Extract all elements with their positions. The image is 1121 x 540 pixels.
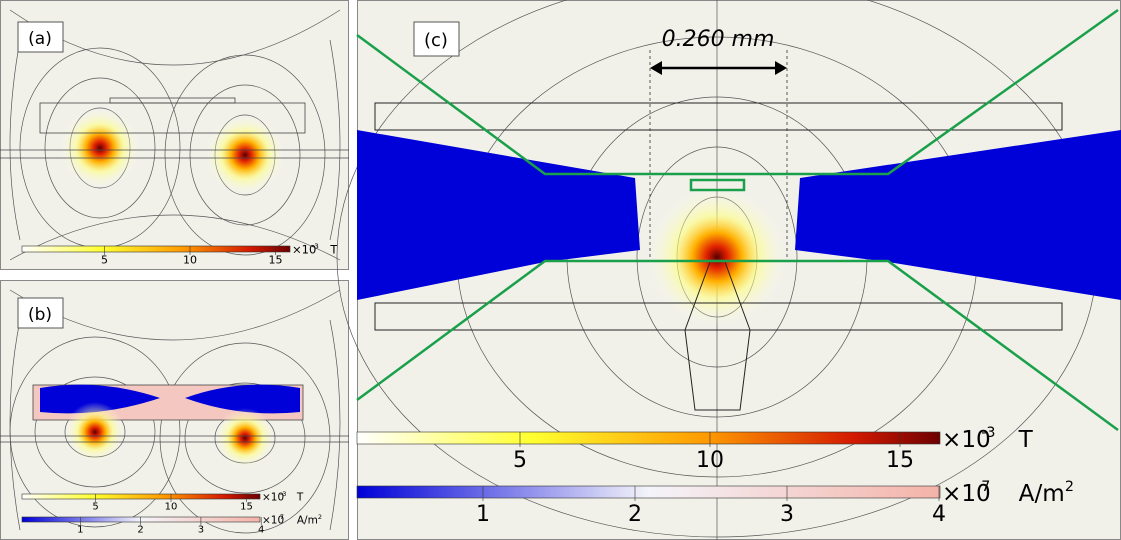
colorbar-gradient xyxy=(21,493,261,500)
current-region xyxy=(40,384,160,414)
panel-b: (b) 5 10 15×10-3 T 1 2 3 4×107 A/m 2 xyxy=(0,280,349,540)
colorbar-multiplier: ×10 xyxy=(942,481,991,507)
hot-spot xyxy=(647,187,787,327)
colorbar-unit: T xyxy=(296,492,304,504)
structure xyxy=(374,102,1063,411)
current-region xyxy=(795,130,1121,300)
colorbar-exponent: -3 xyxy=(280,490,286,498)
colorbar-exponent: 7 xyxy=(280,513,284,521)
colorbar-tick-label: 5 xyxy=(513,448,527,473)
dimension-guides xyxy=(649,50,788,260)
dimension-arrow xyxy=(650,61,787,75)
colorbar-tick-label: 2 xyxy=(628,502,642,527)
colorbar-tick-label: 10 xyxy=(696,448,724,473)
panel-label: (b) xyxy=(28,305,52,325)
colorbar-tick-label: 1 xyxy=(77,525,83,536)
colorbar: 5 10 15 ×10-3 T xyxy=(21,241,338,267)
hot-spot xyxy=(60,108,140,188)
structure xyxy=(0,97,349,159)
colorbar-exponent: -3 xyxy=(312,241,319,250)
colorbar-tick-label: 15 xyxy=(886,448,914,473)
colorbar-tick-label: 15 xyxy=(269,254,283,267)
colorbar: 5 10 15 ×10-3 T xyxy=(21,490,304,513)
hot-spot xyxy=(205,115,285,195)
colorbar-unit-exponent: 2 xyxy=(318,513,322,521)
dimension-label: 0.260 mm xyxy=(662,27,775,52)
colorbar-unit: A/m xyxy=(297,515,318,527)
colorbar-unit: T xyxy=(329,242,338,256)
colorbar-tick-label: 10 xyxy=(165,502,178,513)
colorbar-tick-label: 4 xyxy=(258,525,264,536)
colorbar-unit-exponent: 2 xyxy=(1065,479,1074,495)
colorbar-tick-label: 5 xyxy=(92,502,98,513)
current-region xyxy=(185,384,300,414)
colorbar: 5 10 15 ×10-3 T xyxy=(356,425,1034,473)
colorbar-gradient xyxy=(356,485,941,499)
colorbar-tick-label: 2 xyxy=(137,525,143,536)
colorbar-tick-label: 4 xyxy=(932,502,946,527)
panel-c: 0.260 mm (c) 5 10 15×10-3 T 1 2 3 4×107 A/m 2 xyxy=(336,0,1121,540)
colorbar-exponent: 7 xyxy=(981,479,990,495)
label-box xyxy=(17,297,64,329)
colorbar-tick-label: 15 xyxy=(240,502,253,513)
colorbar-multiplier: ×10 xyxy=(942,427,991,453)
panel-label: (a) xyxy=(28,29,52,49)
label-box xyxy=(413,21,460,57)
hot-spot xyxy=(65,402,125,462)
colorbar: 1 2 3 4×107 A/m 2 xyxy=(356,479,1074,527)
colorbar-unit: T xyxy=(1018,427,1034,453)
hot-spot xyxy=(215,408,275,468)
colorbar-gradient xyxy=(356,431,941,445)
panel-label: (c) xyxy=(424,30,448,51)
panel-a: (a) 5 10 15 ×10-3 T xyxy=(0,0,349,270)
label-box xyxy=(17,21,64,53)
colorbar-tick-label: 5 xyxy=(101,254,108,267)
colorbar-tick-label: 10 xyxy=(183,254,197,267)
current-region xyxy=(357,130,640,300)
colorbar-multiplier: ×10 xyxy=(262,492,284,504)
colorbar-multiplier: ×10 xyxy=(262,515,284,527)
colorbar-multiplier: ×10 xyxy=(292,242,316,256)
colorbar-unit: A/m xyxy=(1019,481,1065,507)
colorbar: 1 2 3 4×107 A/m 2 xyxy=(21,513,322,536)
guide-lines xyxy=(356,8,1119,432)
colorbar-exponent: -3 xyxy=(981,425,995,441)
colorbar-tick-label: 1 xyxy=(476,502,490,527)
colorbar-gradient xyxy=(21,516,261,523)
colorbar-gradient xyxy=(21,245,291,253)
colorbar-tick-label: 3 xyxy=(780,502,794,527)
colorbar-tick-label: 3 xyxy=(198,525,204,536)
structure xyxy=(0,435,349,443)
